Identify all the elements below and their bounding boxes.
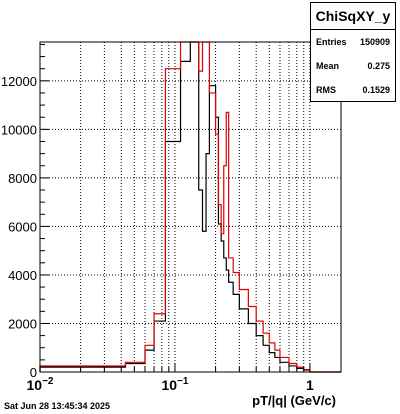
plot-frame — [39, 41, 342, 373]
histogram-series-0 — [39, 41, 341, 373]
y-tick-label: 8000 — [8, 171, 37, 186]
x-tick-label: 10−2 — [27, 376, 54, 393]
rms-label: RMS — [316, 85, 336, 95]
y-tick-label: 6000 — [8, 219, 37, 234]
entries-value: 150909 — [359, 37, 390, 47]
stats-title: ChiSqXY_y — [311, 3, 395, 30]
rms-value: 0.1529 — [362, 85, 390, 95]
x-axis-label: pT/|q| (GeV/c) — [252, 393, 336, 408]
mean-value: 0.275 — [367, 61, 390, 71]
y-tick-label: 4000 — [8, 268, 37, 283]
entries-label: Entries — [316, 37, 347, 47]
y-tick-label: 0 — [30, 365, 37, 380]
x-tick-label: 10−1 — [161, 376, 188, 393]
histogram-series-1 — [39, 41, 341, 373]
stats-rms-row: RMS 0.1529 — [311, 78, 395, 102]
x-tick-exponent: −1 — [177, 376, 189, 387]
y-tick-label: 10000 — [1, 122, 37, 137]
y-tick-label: 12000 — [1, 74, 37, 89]
stats-entries-row: Entries 150909 — [311, 30, 395, 54]
x-tick-label: 1 — [306, 377, 314, 393]
mean-label: Mean — [316, 61, 340, 71]
histogram-series — [39, 41, 341, 373]
y-axis-ticks: 0 2000 4000 6000 8000 10000 12000 — [1, 43, 49, 380]
stats-box: ChiSqXY_y Entries 150909 Mean 0.275 RMS … — [310, 2, 396, 102]
stats-mean-row: Mean 0.275 — [311, 54, 395, 78]
timestamp: Sat Jun 28 13:45:34 2025 — [4, 401, 111, 411]
y-tick-label: 2000 — [8, 316, 37, 331]
x-tick-exponent: −2 — [42, 376, 54, 387]
grid-lines — [40, 42, 341, 372]
